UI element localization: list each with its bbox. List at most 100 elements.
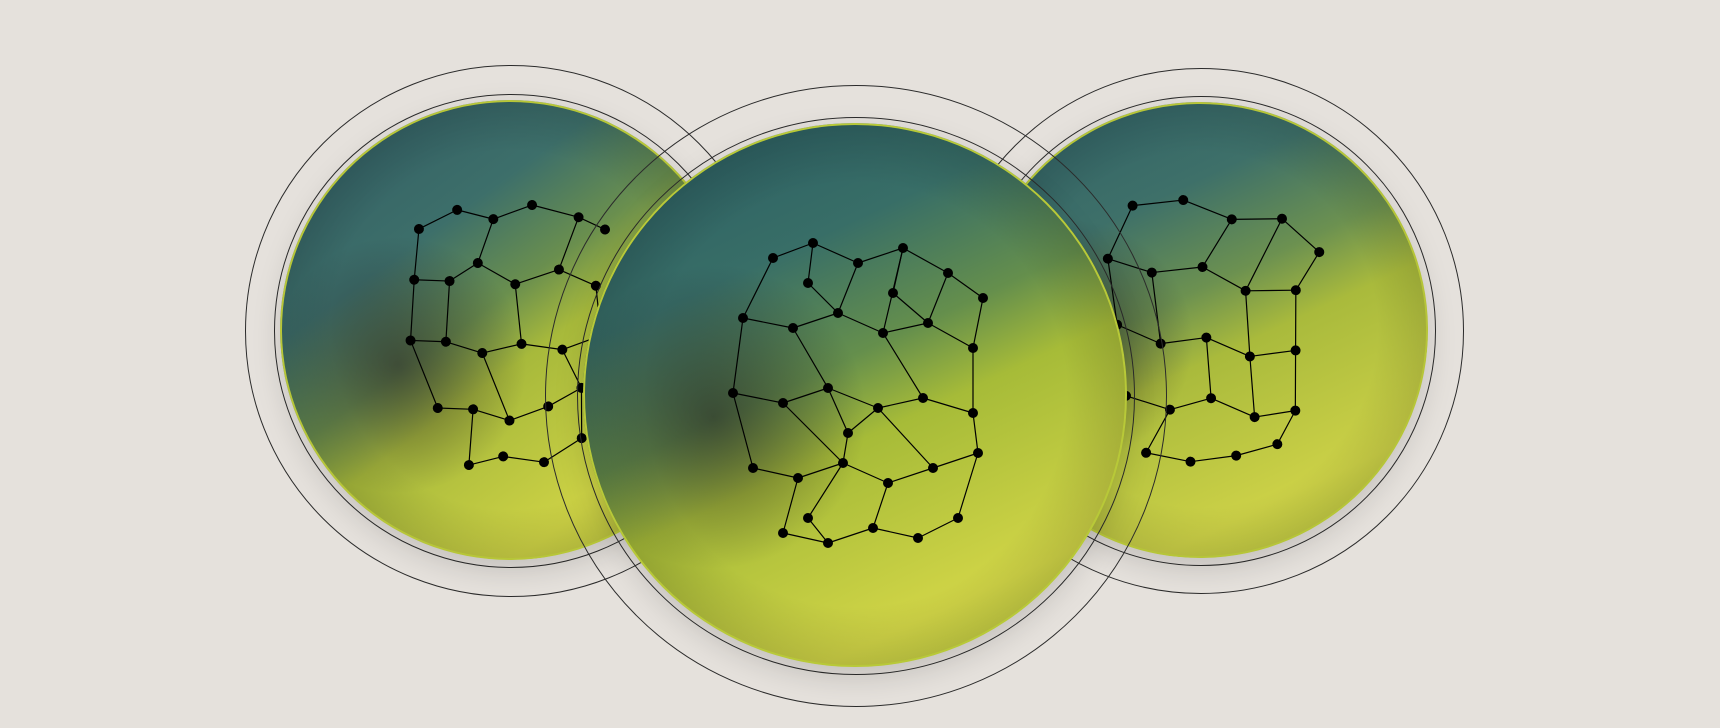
illustration-stage <box>0 0 1720 728</box>
network-edge <box>1240 291 1256 357</box>
network-node <box>432 402 443 413</box>
network-node <box>1201 332 1212 343</box>
network-edge <box>411 337 446 346</box>
network-edge <box>793 328 828 388</box>
network-node <box>918 393 928 403</box>
network-edge <box>733 393 783 403</box>
network-edge <box>893 248 903 293</box>
network-edge <box>878 398 923 408</box>
network-node <box>440 336 451 347</box>
network-node <box>793 473 803 483</box>
network-edge <box>1201 267 1248 291</box>
network-edge <box>1152 263 1203 277</box>
network-edge <box>903 248 948 273</box>
network-edge <box>1170 395 1211 413</box>
network-edge <box>808 283 838 313</box>
network-edge <box>1210 398 1256 417</box>
network-node <box>923 318 933 328</box>
network-node <box>413 223 424 234</box>
network-edge <box>973 413 978 453</box>
network-edge <box>1246 286 1296 295</box>
network-edge <box>958 453 978 518</box>
network-node <box>444 276 455 287</box>
network-edge <box>873 483 888 528</box>
network-edge <box>838 313 883 333</box>
network-edge <box>948 273 983 298</box>
network-node <box>843 428 853 438</box>
network-edge <box>888 468 933 483</box>
network-node <box>516 338 527 349</box>
network-edge <box>532 200 579 222</box>
network-edge <box>923 398 973 413</box>
network-edge <box>1201 338 1216 399</box>
network-node <box>1127 200 1138 211</box>
network-edge <box>883 323 928 333</box>
network-node <box>472 258 483 269</box>
network-edge <box>446 338 482 357</box>
network-node <box>883 478 893 488</box>
network-node <box>888 288 898 298</box>
network-node <box>1226 214 1237 225</box>
network-node <box>1178 195 1189 206</box>
network-edge <box>1296 250 1319 292</box>
network-node <box>1290 345 1301 356</box>
network-node <box>1146 267 1157 278</box>
network-node <box>823 383 833 393</box>
network-node <box>539 457 550 468</box>
network-node <box>488 214 499 225</box>
network-node <box>409 274 420 285</box>
network-edge <box>1133 196 1184 210</box>
network-node <box>468 404 479 415</box>
dish-center-network <box>583 123 1127 667</box>
network-node <box>728 388 738 398</box>
network-node <box>1290 405 1301 416</box>
network-edge <box>508 406 549 420</box>
network-edge <box>514 270 560 285</box>
network-node <box>1231 450 1242 461</box>
network-edge <box>808 243 813 283</box>
network-edge <box>1245 356 1260 417</box>
network-edge <box>733 318 743 393</box>
network-edge <box>883 333 923 398</box>
network-node <box>527 200 538 211</box>
network-edge <box>783 388 828 403</box>
network-node <box>968 343 978 353</box>
network-node <box>748 463 758 473</box>
network-edge <box>414 276 449 285</box>
network-node <box>833 308 843 318</box>
network-node <box>878 328 888 338</box>
network-node <box>788 323 798 333</box>
network-edge <box>838 263 858 313</box>
network-edge <box>409 229 424 280</box>
network-node <box>504 415 515 426</box>
network-edge <box>813 243 858 263</box>
network-edge <box>492 205 533 219</box>
network-node <box>452 204 463 215</box>
network-edge <box>733 393 753 468</box>
network-edge <box>478 259 515 288</box>
network-node <box>943 268 953 278</box>
network-edge <box>1255 407 1296 420</box>
network-node <box>477 348 488 359</box>
network-edge <box>1190 452 1236 466</box>
network-edge <box>1161 334 1207 348</box>
network-node <box>778 398 788 408</box>
network-node <box>768 253 778 263</box>
network-node <box>928 463 938 473</box>
network-node <box>1206 393 1217 404</box>
network-edge <box>973 298 983 348</box>
network-node <box>778 528 788 538</box>
network-edge <box>878 408 933 468</box>
network-node <box>853 258 863 268</box>
network-node <box>1197 262 1208 273</box>
network-node <box>973 448 983 458</box>
network-edge <box>1291 290 1301 350</box>
network-edge <box>463 409 479 465</box>
network-edge <box>918 518 958 538</box>
network-node <box>1185 456 1196 467</box>
network-edge <box>1250 346 1296 360</box>
network-node <box>898 243 908 253</box>
network-edge <box>482 351 509 423</box>
network-edge <box>753 468 798 478</box>
network-node <box>1249 412 1260 423</box>
